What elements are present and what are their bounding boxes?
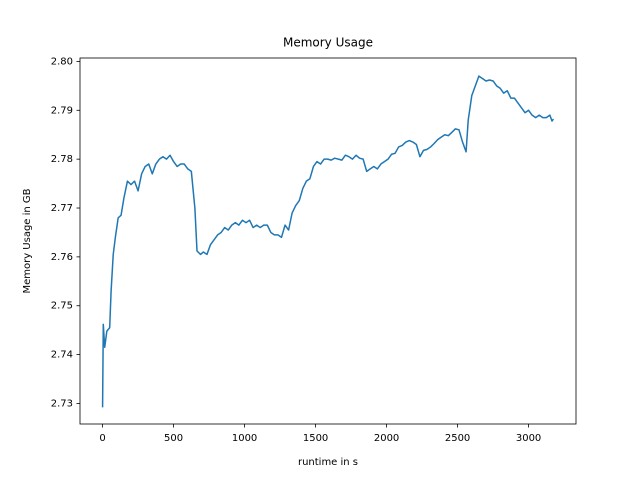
x-tick-label: 1500 [303, 433, 328, 444]
x-tick-label: 2500 [445, 433, 470, 444]
y-axis-label: Memory Usage in GB [22, 188, 33, 293]
y-tick-label: 2.74 [51, 350, 73, 361]
y-tick-label: 2.79 [51, 105, 73, 116]
y-tick-label: 2.76 [51, 252, 73, 263]
y-tick-label: 2.80 [51, 56, 73, 67]
chart-title: Memory Usage [283, 36, 373, 50]
data-line [101, 75, 555, 408]
y-tick-label: 2.78 [51, 154, 73, 165]
x-tick-label: 500 [164, 433, 183, 444]
x-tick-label: 1000 [232, 433, 257, 444]
x-axis-label: runtime in s [298, 457, 358, 468]
x-tick-label: 0 [99, 433, 105, 444]
y-tick-label: 2.73 [51, 398, 73, 409]
x-tick-label: 2000 [374, 433, 399, 444]
plot-frame [79, 57, 577, 425]
y-tick-label: 2.75 [51, 301, 73, 312]
x-tick-label: 3000 [516, 433, 541, 444]
y-tick-label: 2.77 [51, 203, 73, 214]
